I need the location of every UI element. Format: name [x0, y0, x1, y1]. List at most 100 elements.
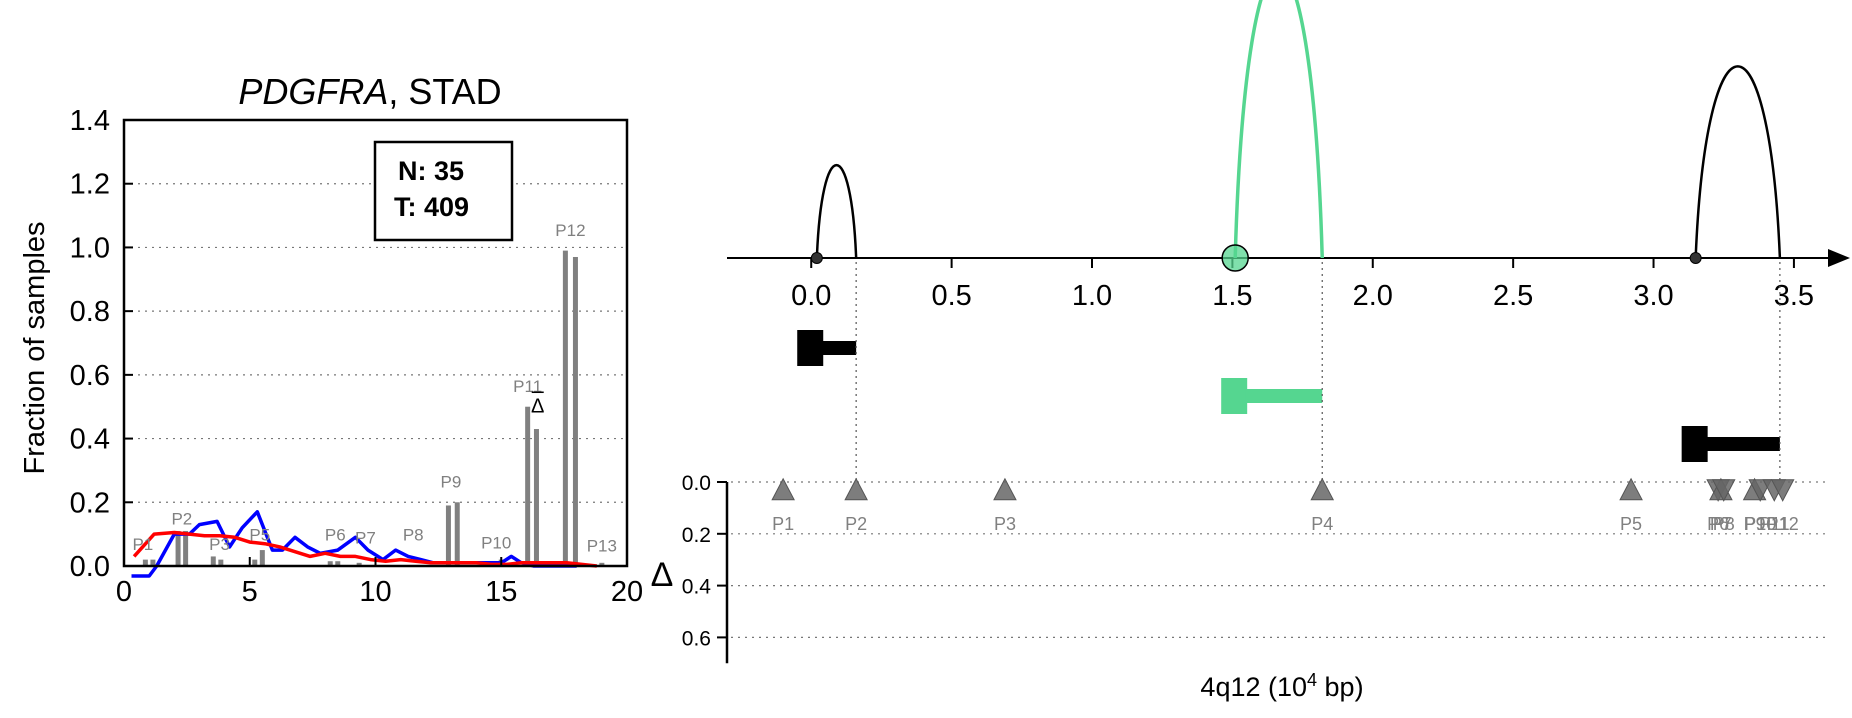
- bar: [562, 250, 568, 566]
- junction-arc: [815, 164, 858, 259]
- bar-label: P9: [441, 473, 462, 492]
- x-tick-label: 20: [611, 576, 643, 608]
- x-tick-label: 0: [116, 576, 132, 608]
- bar-label: P12: [555, 221, 585, 240]
- junction-start-dot: [1689, 252, 1702, 264]
- delta-axis-label: Δ: [651, 556, 674, 594]
- count-box: N: 35 T: 409: [373, 140, 514, 242]
- bar: [183, 530, 189, 566]
- marker-label: P4: [1311, 514, 1333, 534]
- x-tick-label: 1.0: [1072, 280, 1112, 312]
- bar: [599, 562, 605, 566]
- junction-arc: [1694, 65, 1782, 259]
- normal-count: N: 35: [398, 156, 464, 186]
- bar: [454, 502, 460, 566]
- bar: [142, 559, 148, 566]
- marker-label: P1: [772, 514, 794, 534]
- exon-blocks: [797, 330, 1780, 462]
- x-tick-label: 3.5: [1774, 280, 1814, 312]
- bar-label: P1: [132, 535, 153, 554]
- genomic-axis: 0.0 0.5 1.0 1.5 2.0 2.5 3.0 3.5: [727, 249, 1850, 312]
- junction-arcs: [810, 0, 1782, 272]
- count-box-frame: [373, 140, 514, 242]
- bar: [572, 256, 578, 566]
- y-tick-label: 0.0: [70, 551, 110, 583]
- bar: [356, 562, 362, 566]
- bar-label: P2: [171, 509, 192, 528]
- delta-axis: 0.0 0.2 0.4 0.6: [682, 472, 1828, 664]
- exon-bar: [1705, 437, 1780, 451]
- delta-tick-label: 0.6: [682, 627, 711, 650]
- y-tick-label: 0.4: [70, 424, 110, 456]
- marker-label: P6: [1707, 514, 1729, 534]
- bar-label: P6: [325, 525, 346, 544]
- y-tick-label: 1.0: [70, 232, 110, 264]
- marker-triangle: [1310, 477, 1335, 501]
- y-axis-label: Fraction of samples: [19, 221, 51, 474]
- marker-label: P3: [994, 514, 1016, 534]
- marker-triangle: [844, 477, 868, 501]
- bar: [259, 550, 265, 566]
- bar: [445, 505, 451, 566]
- marker-triangle: [1711, 479, 1736, 502]
- marker-label: P2: [845, 514, 867, 534]
- marker-triangle: [993, 477, 1017, 501]
- bar: [525, 406, 531, 566]
- x-tick-label: 2.0: [1353, 280, 1393, 312]
- marker-triangle: [771, 477, 795, 501]
- fraction-bar-chart: PDGFRA, STAD Fraction of samples P1 P2 P3 P…: [19, 71, 643, 608]
- guide-lines: [855, 262, 1781, 482]
- marker-label: P8: [1713, 514, 1735, 534]
- marker-label: P12: [1767, 514, 1799, 534]
- bar: [175, 530, 181, 566]
- exon-cap: [1681, 426, 1708, 462]
- x-tick-label: 5: [242, 576, 258, 608]
- marker-label: P11: [1759, 514, 1790, 534]
- splice-structure-chart: 0.0 0.5 1.0 1.5 2.0 2.5 3.0 3.5 0.0 0.2 0.4 0.6 P1…: [651, 0, 1850, 702]
- x-tick-label: 0.0: [791, 280, 831, 312]
- exon-bar: [1245, 389, 1323, 403]
- x-tick-label: 1.5: [1212, 280, 1252, 312]
- y-tick-label: 0.2: [70, 487, 110, 519]
- x-tick-label: 3.0: [1633, 280, 1673, 312]
- bar-label: P13: [587, 536, 617, 555]
- bar-label: P7: [355, 528, 376, 547]
- exon-cap: [797, 330, 824, 366]
- bar-label: P3: [209, 535, 230, 554]
- bar: [218, 559, 224, 566]
- bar-label: P8: [403, 525, 424, 544]
- bar: [252, 559, 258, 566]
- bar: [327, 561, 333, 566]
- x-tick-label: 0.5: [931, 280, 971, 312]
- bar: [533, 429, 539, 566]
- axis-arrowhead: [1828, 249, 1850, 267]
- y-tick-label: 1.2: [70, 169, 110, 201]
- y-axis-ticks: 0.0 0.2 0.4 0.6 0.8 1.0 1.2 1.4: [70, 105, 133, 583]
- bar-labels: P1 P2 P3 P5 P6 P7 P8 P9 P10 P11 P12 P13: [132, 221, 617, 555]
- exon-cap: [1221, 378, 1248, 414]
- bar-label: P11: [513, 377, 542, 396]
- x-tick-label: 2.5: [1493, 280, 1533, 312]
- y-tick-label: 0.8: [70, 296, 110, 328]
- delta-glyph: Δ: [531, 395, 544, 417]
- marker-triangle: [1619, 477, 1643, 501]
- x-tick-label: 15: [485, 576, 517, 608]
- tumor-count: T: 409: [394, 192, 469, 222]
- bar: [150, 559, 156, 566]
- series-line: [132, 530, 597, 568]
- marker-label: P5: [1620, 514, 1642, 534]
- chart-title: PDGFRA, STAD: [238, 71, 501, 112]
- exon-bar: [821, 341, 857, 355]
- delta-marker: Δ: [531, 391, 544, 417]
- x-tick-label: 10: [359, 576, 391, 608]
- delta-tick-label: 0.2: [682, 524, 711, 547]
- bar-label: P10: [481, 533, 511, 552]
- y-tick-label: 0.6: [70, 360, 110, 392]
- delta-tick-label: 0.4: [682, 576, 712, 599]
- bar: [335, 561, 341, 566]
- junction-arc: [1233, 0, 1324, 259]
- marker-triangle: [1770, 479, 1795, 502]
- junction-start-dot: [1221, 244, 1249, 272]
